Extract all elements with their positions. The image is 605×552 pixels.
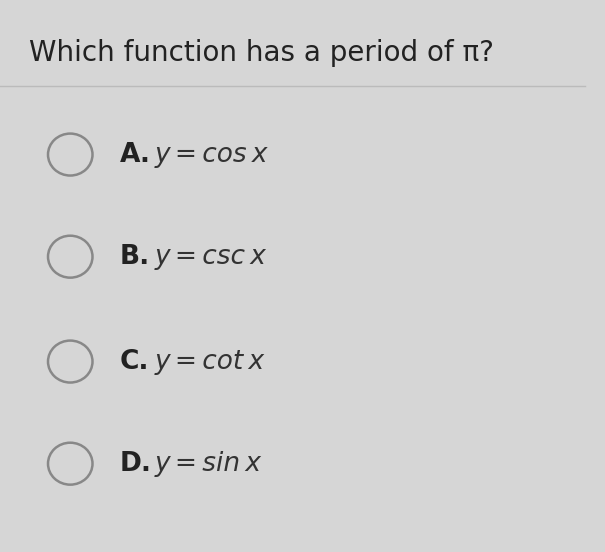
Text: y = sin x: y = sin x bbox=[155, 450, 262, 477]
Text: Which function has a period of π?: Which function has a period of π? bbox=[29, 39, 494, 67]
Text: D.: D. bbox=[120, 450, 152, 477]
Text: y = cot x: y = cot x bbox=[155, 348, 265, 375]
Text: B.: B. bbox=[120, 243, 150, 270]
Text: A.: A. bbox=[120, 141, 151, 168]
Text: y = cos x: y = cos x bbox=[155, 141, 269, 168]
Text: y = csc x: y = csc x bbox=[155, 243, 267, 270]
Text: C.: C. bbox=[120, 348, 149, 375]
